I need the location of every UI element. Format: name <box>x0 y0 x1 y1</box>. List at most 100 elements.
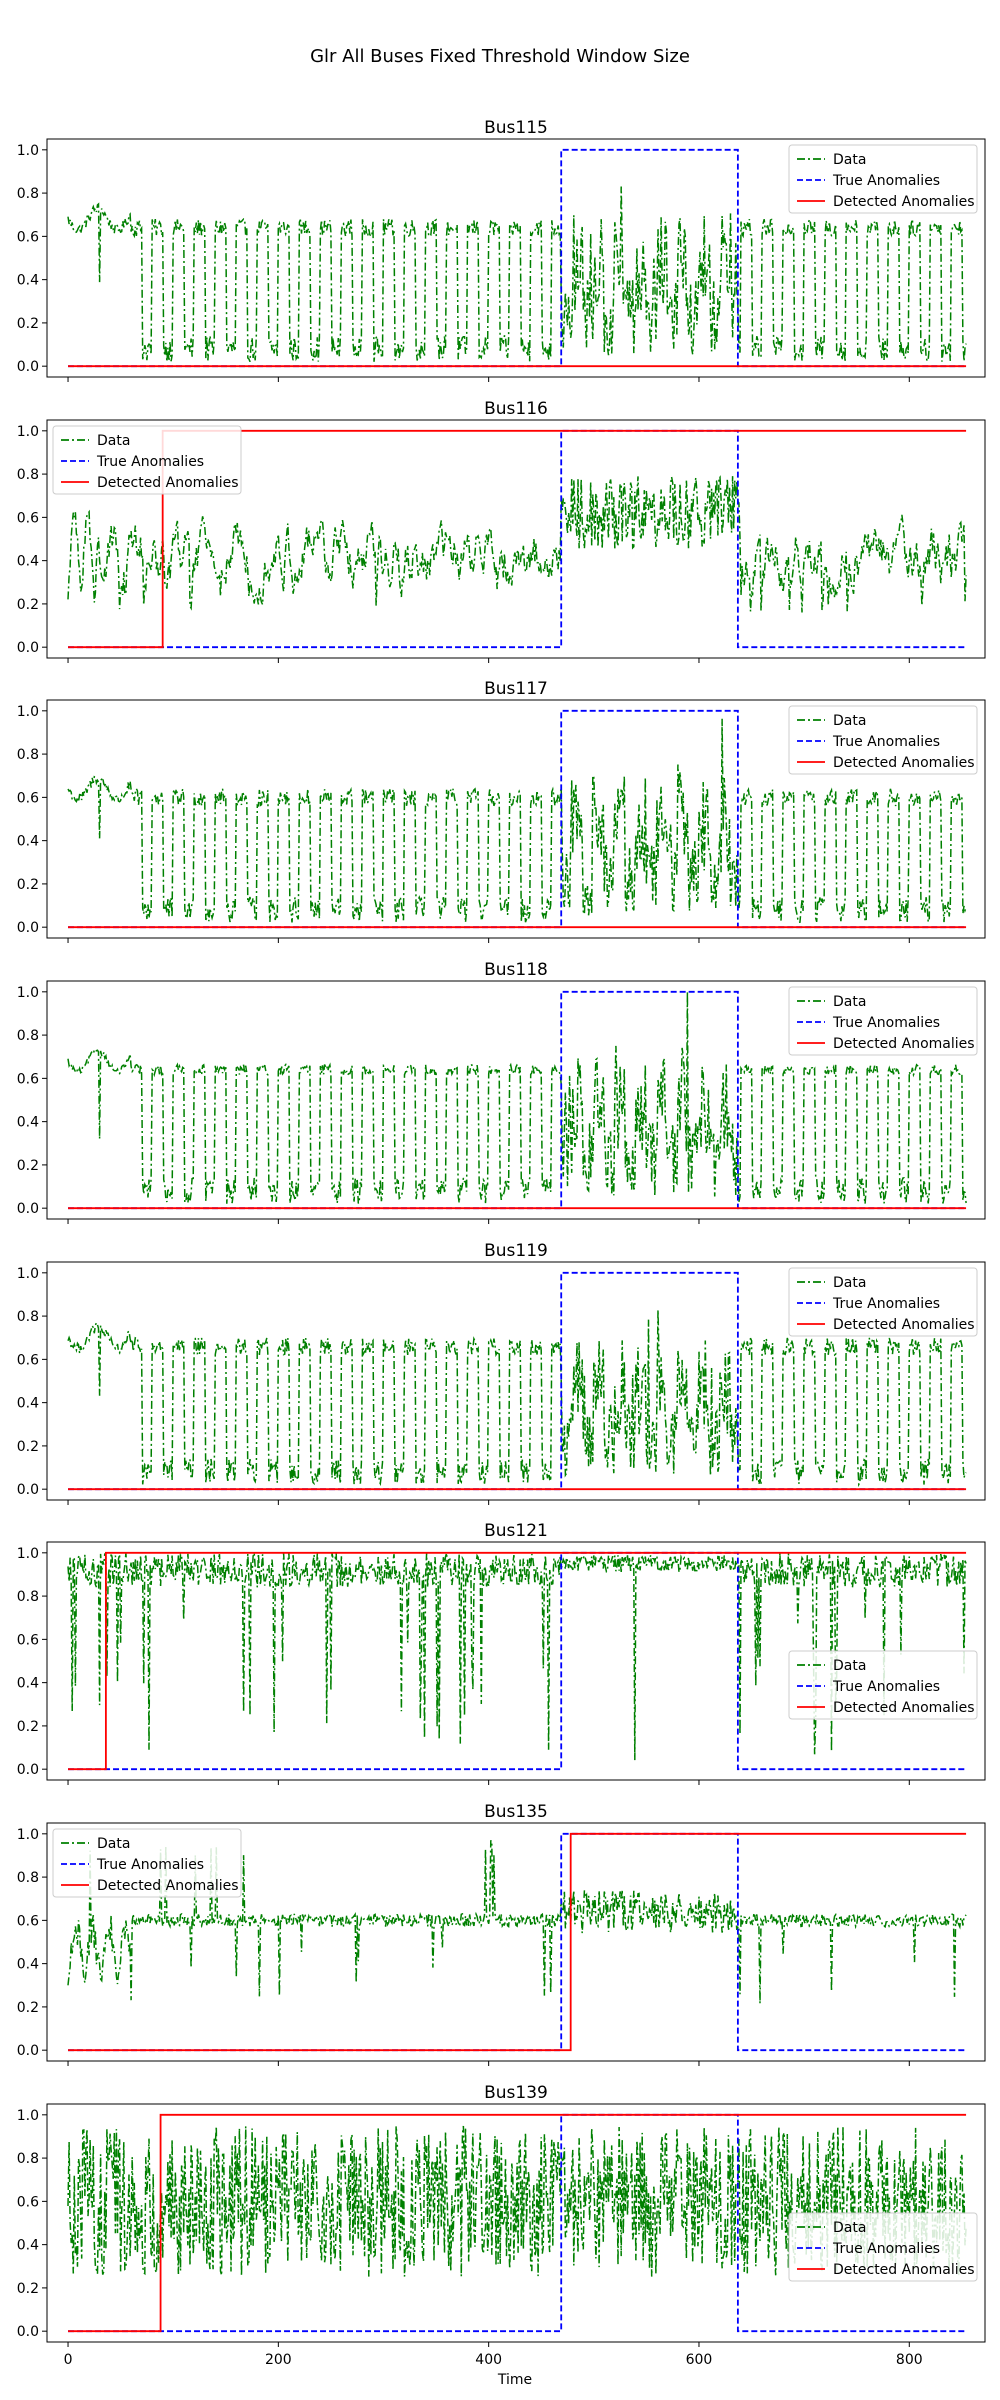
y-tick-label: 0.4 <box>17 1957 39 1973</box>
subplot-title: Bus119 <box>484 1241 548 1261</box>
y-tick-label: 0.0 <box>17 1201 39 1217</box>
y-tick-label: 0.2 <box>17 2281 39 2297</box>
plot-frame <box>46 1822 986 2062</box>
plot-frame <box>46 1541 986 1781</box>
y-tick-label: 0.4 <box>17 1396 39 1412</box>
y-tick-label: 0.4 <box>17 554 39 570</box>
legend: Data True Anomalies Detected Anomalies <box>788 1267 978 1337</box>
y-tick-label: 1.0 <box>17 1546 39 1562</box>
y-tick-label: 0.6 <box>17 510 39 526</box>
x-tick-label: 0 <box>64 2352 73 2368</box>
legend-label-data: Data <box>833 152 866 168</box>
legend-box <box>52 1828 242 1898</box>
subplot-bus116: Bus116 0.0 0.2 0.4 0.6 0.8 1.0 Data True Anomali… <box>17 399 986 663</box>
y-tick-label: 1.0 <box>17 1827 39 1843</box>
legend-box <box>788 705 978 775</box>
series-detected-anomalies-line <box>68 1551 967 1771</box>
y-tick-label: 0.0 <box>17 640 39 656</box>
series-data-line <box>67 475 967 613</box>
subplot-bus118: Bus118 0.0 0.2 0.4 0.6 0.8 1.0 Data True Anomali… <box>17 960 986 1224</box>
legend-box <box>788 2212 978 2282</box>
y-tick-label: 0.8 <box>17 467 39 483</box>
subplot-title: Bus115 <box>484 118 548 138</box>
y-tick-label: 0.2 <box>17 597 39 613</box>
y-tick-label: 1.0 <box>17 143 39 159</box>
y-tick-label: 0.8 <box>17 1309 39 1325</box>
subplot-panels: Bus115 0.0 0.2 0.4 0.6 0.8 1.0 Data True Anomali… <box>17 118 986 2368</box>
series-data-line <box>67 1309 967 1488</box>
y-tick-label: 0.0 <box>17 1762 39 1778</box>
y-tick-label: 0.8 <box>17 1028 39 1044</box>
x-tick-label: 600 <box>686 2352 713 2368</box>
x-tick-label: 200 <box>265 2352 292 2368</box>
y-tick-label: 0.4 <box>17 1115 39 1131</box>
y-tick-label: 0.2 <box>17 877 39 893</box>
subplot-title: Bus118 <box>484 960 548 980</box>
legend: Data True Anomalies Detected Anomalies <box>788 144 978 214</box>
plot-frame <box>46 980 986 1220</box>
x-axis-label: Time <box>497 2372 532 2388</box>
y-tick-label: 0.6 <box>17 1071 39 1087</box>
legend-label-data: Data <box>833 1658 866 1674</box>
figure-title: Glr All Buses Fixed Threshold Window Siz… <box>310 46 690 67</box>
legend: Data True Anomalies Detected Anomalies <box>788 2212 978 2282</box>
y-tick-label: 0.8 <box>17 747 39 763</box>
y-tick-label: 0.8 <box>17 186 39 202</box>
y-tick-label: 0.0 <box>17 359 39 375</box>
subplot-title: Bus139 <box>484 2083 548 2103</box>
subplot-title: Bus117 <box>484 679 548 699</box>
y-tick-label: 1.0 <box>17 2108 39 2124</box>
legend-box <box>788 986 978 1056</box>
y-tick-label: 0.0 <box>17 1482 39 1498</box>
legend-label-true: True Anomalies <box>832 734 940 750</box>
y-tick-label: 0.0 <box>17 920 39 936</box>
legend-label-detected: Detected Anomalies <box>833 755 975 771</box>
legend-label-true: True Anomalies <box>832 1296 940 1312</box>
x-tick-label: 800 <box>896 2352 923 2368</box>
y-tick-label: 0.6 <box>17 1913 39 1929</box>
subplot-bus135: Bus135 0.0 0.2 0.4 0.6 0.8 1.0 Data True Anomali… <box>17 1802 986 2066</box>
legend: Data True Anomalies Detected Anomalies <box>788 986 978 1056</box>
y-tick-label: 0.6 <box>17 1632 39 1648</box>
legend-label-detected: Detected Anomalies <box>833 2262 975 2278</box>
y-tick-label: 0.8 <box>17 1589 39 1605</box>
y-tick-label: 0.4 <box>17 1676 39 1692</box>
legend-label-detected: Detected Anomalies <box>833 1317 975 1333</box>
series-detected-anomalies-line <box>68 2113 967 2333</box>
subplot-bus139: Bus139 0.0 0.2 0.4 0.6 0.8 1.0 0 200 400 600 800 Dat… <box>17 2083 986 2368</box>
y-tick-label: 0.2 <box>17 1719 39 1735</box>
series-detected-anomalies-line <box>68 429 967 649</box>
plot-frame <box>46 138 986 378</box>
legend-label-true: True Anomalies <box>832 1679 940 1695</box>
subplot-title: Bus135 <box>484 1802 548 1822</box>
legend-label-data: Data <box>833 994 866 1010</box>
legend-box <box>788 144 978 214</box>
y-tick-label: 1.0 <box>17 424 39 440</box>
legend-label-data: Data <box>833 1275 866 1291</box>
subplot-title: Bus116 <box>484 399 548 419</box>
y-tick-label: 0.2 <box>17 316 39 332</box>
subplot-title: Bus121 <box>484 1521 548 1541</box>
x-tick-label: 400 <box>475 2352 502 2368</box>
legend-label-data: Data <box>833 713 866 729</box>
y-tick-label: 0.8 <box>17 2151 39 2167</box>
legend-label-data: Data <box>97 433 130 449</box>
legend: Data True Anomalies Detected Anomalies <box>52 425 242 495</box>
y-tick-label: 0.4 <box>17 273 39 289</box>
y-tick-label: 0.6 <box>17 1352 39 1368</box>
legend-label-true: True Anomalies <box>832 173 940 189</box>
legend-label-true: True Anomalies <box>832 1015 940 1031</box>
legend-label-data: Data <box>97 1836 130 1852</box>
series-data-line <box>67 718 967 924</box>
series-data-line <box>67 186 967 363</box>
series-data-line <box>67 1552 967 1761</box>
legend-box <box>52 425 242 495</box>
legend-label-detected: Detected Anomalies <box>833 194 975 210</box>
subplot-bus117: Bus117 0.0 0.2 0.4 0.6 0.8 1.0 Data True Anomali… <box>17 679 986 943</box>
legend-label-detected: Detected Anomalies <box>97 1878 239 1894</box>
legend-label-true: True Anomalies <box>96 454 204 470</box>
plot-frame <box>46 2103 986 2343</box>
legend: Data True Anomalies Detected Anomalies <box>788 705 978 775</box>
legend: Data True Anomalies Detected Anomalies <box>52 1828 242 1898</box>
